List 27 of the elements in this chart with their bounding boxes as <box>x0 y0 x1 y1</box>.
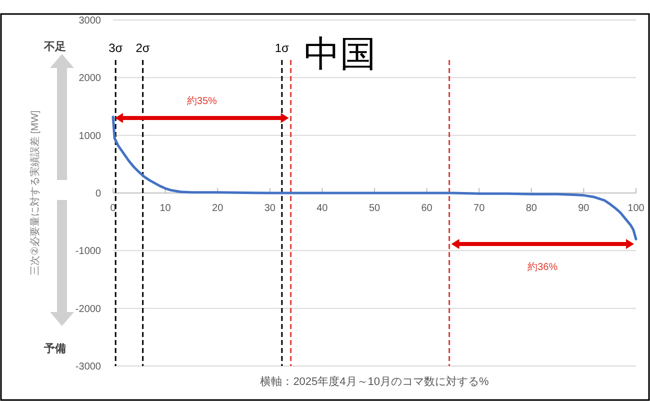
ref-line-label: 2σ <box>136 41 150 55</box>
x-tick-label: 90 <box>578 203 590 214</box>
y-tick-label: -2000 <box>75 304 102 315</box>
text: 不足 <box>43 41 66 53</box>
annotation: 約35% <box>186 96 218 107</box>
text: 予備 <box>43 342 66 355</box>
ref-line-label: 1σ <box>274 41 290 55</box>
y-axis-title: 三次②必要量に対する実績誤差 [MW] <box>29 110 41 276</box>
y-tick-label: 0 <box>95 188 102 200</box>
x-tick-label: 60 <box>421 203 433 214</box>
y-tick-label: -3000 <box>75 362 102 372</box>
x-axis-title: 横軸：2025年度4月～10月のコマ数に対する% <box>260 375 490 388</box>
x-tick-label: 100 <box>628 203 645 214</box>
y-tick-label: 3000 <box>78 16 102 26</box>
annotation: 約36% <box>528 262 558 273</box>
x-tick-label: 20 <box>212 203 224 214</box>
chart-title: 中国 <box>304 33 376 74</box>
x-tick-label: 40 <box>316 203 328 214</box>
x-tick-label: 70 <box>474 203 486 214</box>
y-tick-label: 1000 <box>78 130 102 142</box>
y-tick-label: -1000 <box>75 246 102 258</box>
x-tick-label: 30 <box>264 203 276 214</box>
x-tick-label: 80 <box>526 203 538 214</box>
y-tick-label: 2000 <box>78 73 102 84</box>
x-tick-label: 50 <box>368 203 380 214</box>
x-tick-label: 10 <box>160 203 172 214</box>
ref-line-label: 3σ <box>108 41 124 55</box>
